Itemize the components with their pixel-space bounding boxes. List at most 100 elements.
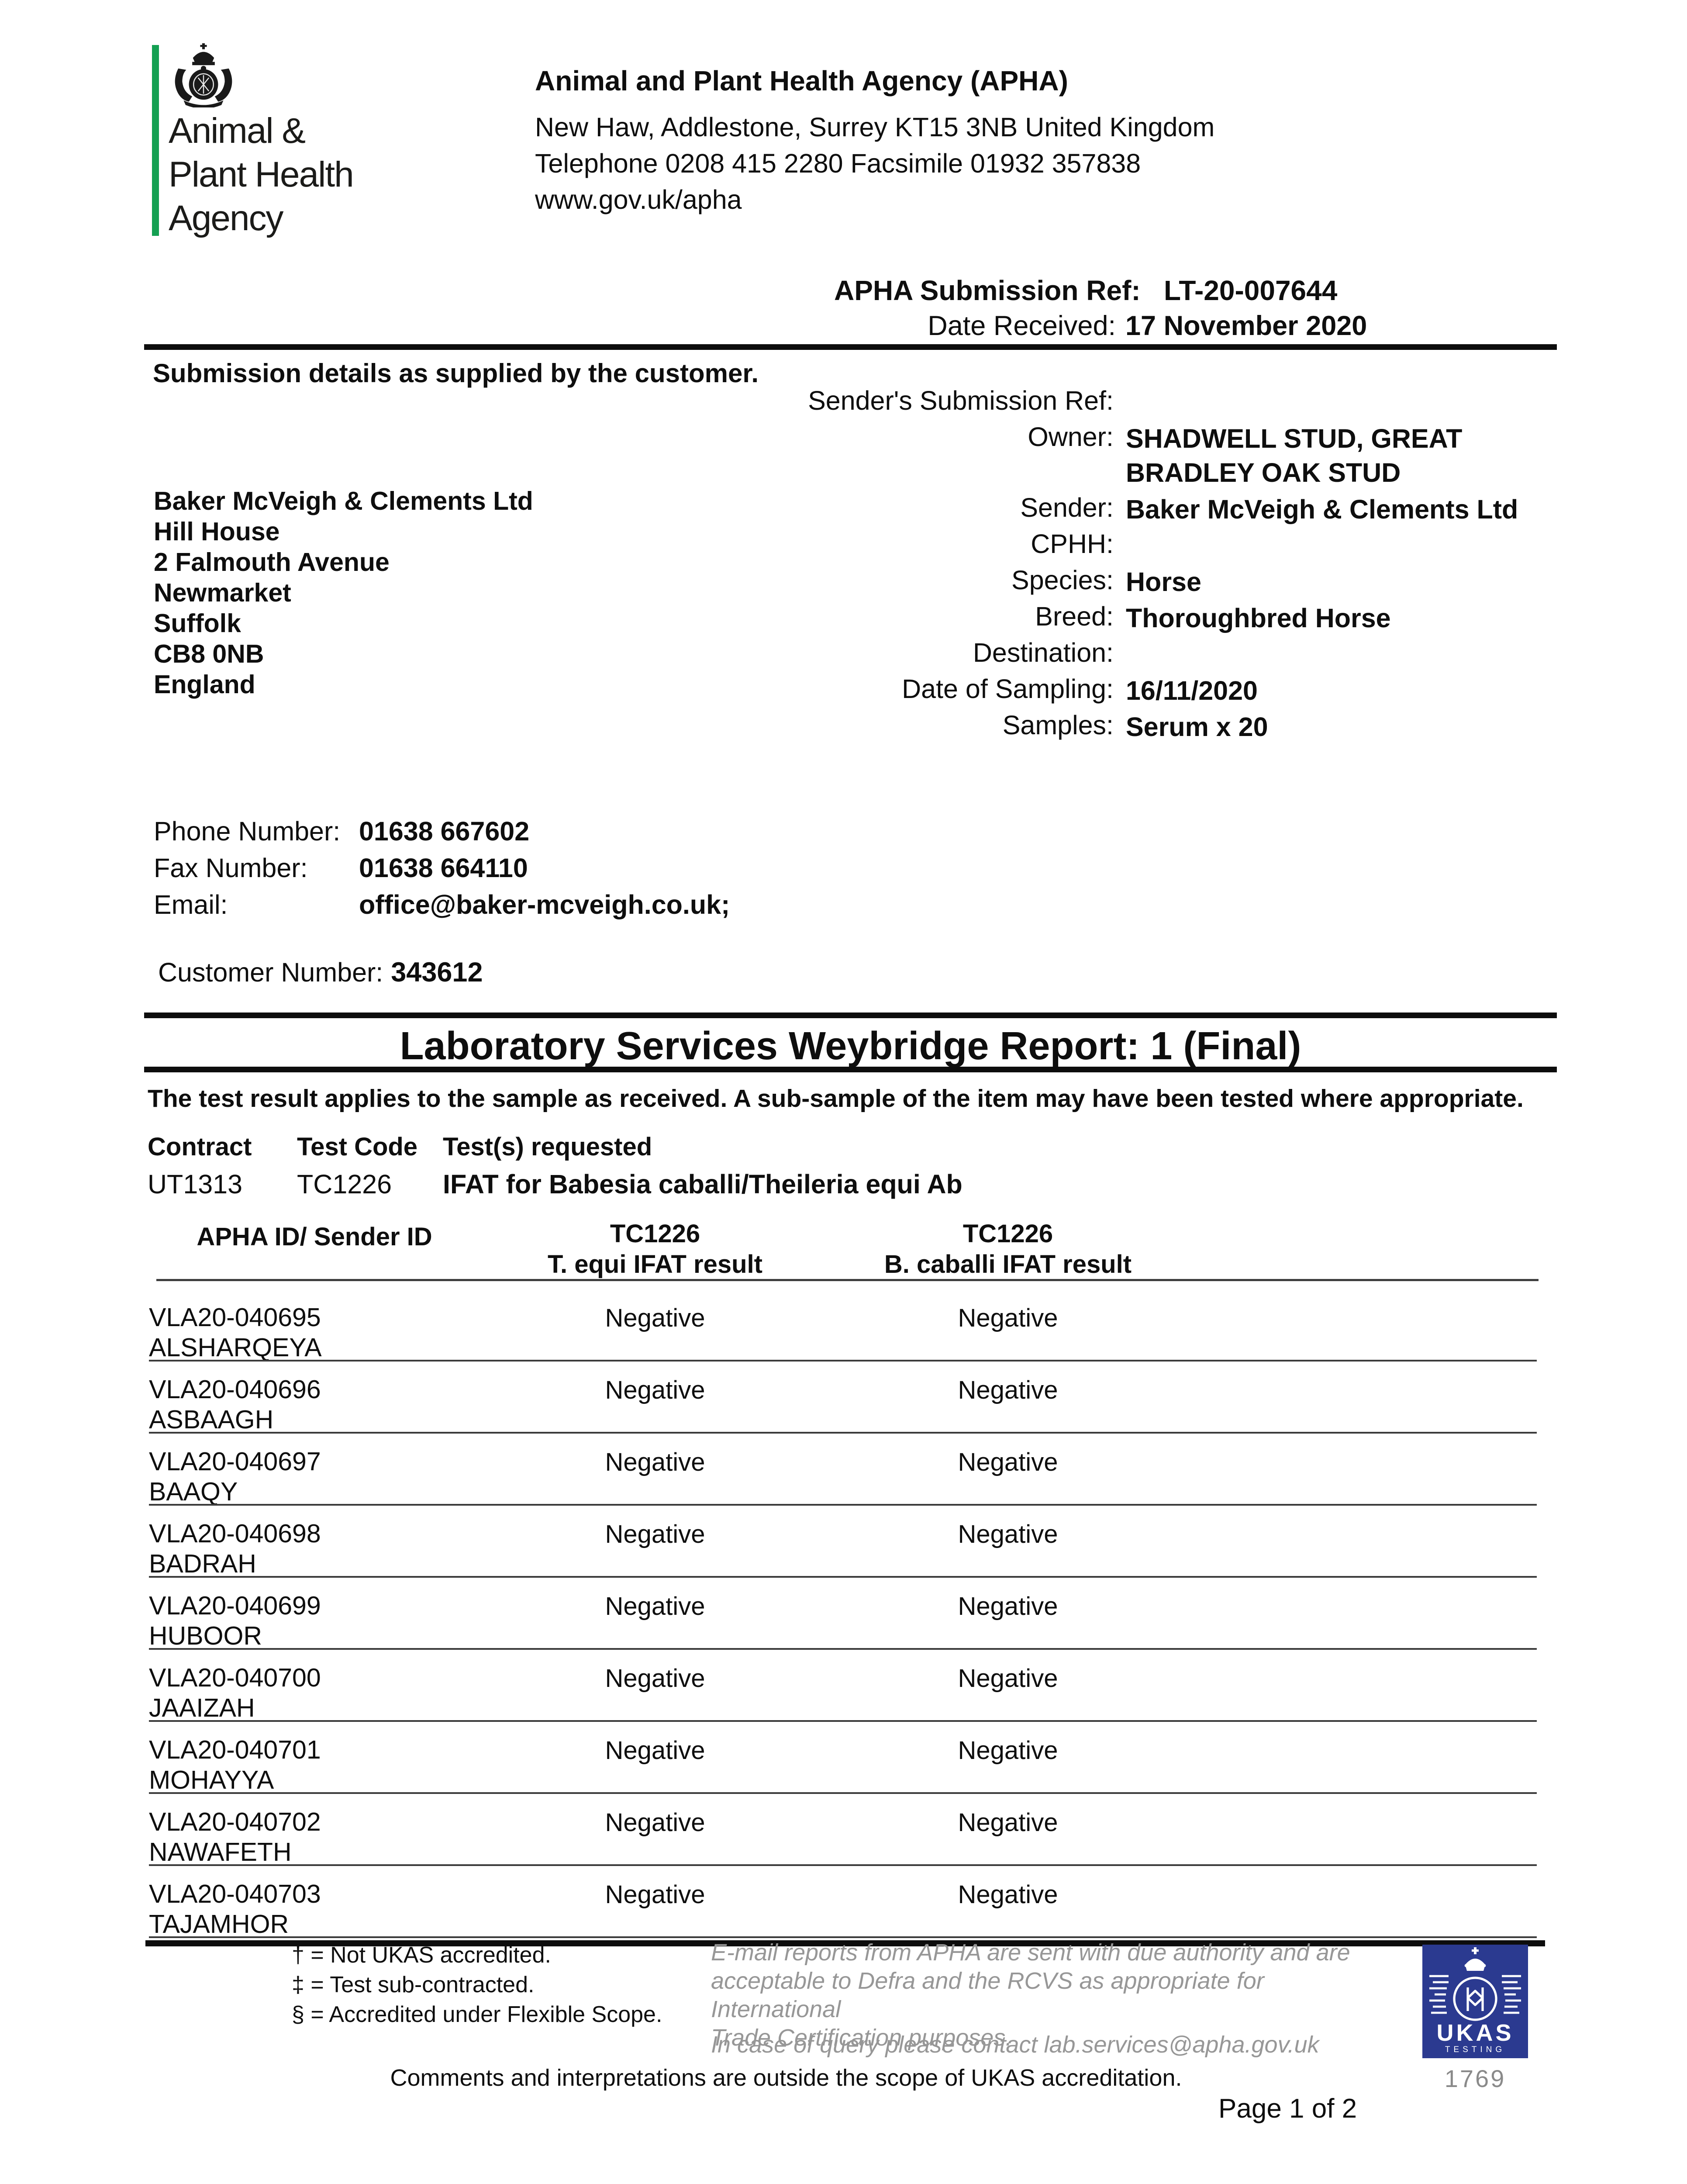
apha-id-cell: VLA20-040695 xyxy=(149,1303,321,1332)
sender-id-cell: NAWAFETH xyxy=(149,1838,292,1866)
t-equi-result-cell: Negative xyxy=(605,1736,705,1765)
contact-row: Email: office@baker-mcveigh.co.uk; xyxy=(154,889,730,926)
row-divider xyxy=(149,1432,1537,1434)
detail-value: Serum x 20 xyxy=(1126,712,1268,742)
table-row: VLA20-040696 ASBAAGH Negative Negative xyxy=(0,1375,1687,1447)
report-title: Laboratory Services Weybridge Report: 1 … xyxy=(400,1024,1301,1068)
date-received-line: Date Received: 17 November 2020 xyxy=(834,310,1367,342)
row-divider xyxy=(149,1576,1537,1578)
submission-ref-value: LT-20-007644 xyxy=(1164,275,1338,306)
detail-label: Species: xyxy=(1011,565,1114,595)
submission-detail-row: Sender: Baker McVeigh & Clements Ltd xyxy=(393,492,1572,529)
customer-address-line: England xyxy=(154,670,255,699)
customer-number-line: Customer Number: 343612 xyxy=(158,957,483,988)
table-row: VLA20-040697 BAAQY Negative Negative xyxy=(0,1447,1687,1519)
contact-label: Email: xyxy=(154,890,228,919)
row-divider xyxy=(149,1864,1537,1866)
b-caballi-result-cell: Negative xyxy=(958,1592,1058,1621)
submission-ref-label: APHA Submission Ref: xyxy=(834,275,1141,306)
t-equi-result-cell: Negative xyxy=(605,1376,705,1404)
b-caballi-result-cell: Negative xyxy=(958,1448,1058,1476)
customer-address-line: Suffolk xyxy=(154,609,241,638)
b-caballi-result-cell: Negative xyxy=(958,1736,1058,1765)
divider-top xyxy=(144,344,1557,350)
tests-requested-header: Test(s) requested xyxy=(443,1133,652,1161)
agency-phone-line: Telephone 0208 415 2280 Facsimile 01932 … xyxy=(535,149,1141,178)
b-caballi-result-cell: Negative xyxy=(958,1304,1058,1332)
customer-address-line: Newmarket xyxy=(154,578,291,607)
table-row: VLA20-040703 TAJAMHOR Negative Negative xyxy=(0,1879,1687,1951)
apha-logo-wordmark: Animal & Plant Health Agency xyxy=(169,109,354,240)
row-divider xyxy=(149,1360,1537,1362)
submission-detail-row: Samples: Serum x 20 xyxy=(393,710,1572,746)
contact-value: office@baker-mcveigh.co.uk; xyxy=(359,890,730,919)
contact-row: Phone Number: 01638 667602 xyxy=(154,816,730,853)
tests-requested-value: IFAT for Babesia caballi/Theileria equi … xyxy=(443,1169,963,1199)
row-divider xyxy=(149,1504,1537,1506)
contact-label: Phone Number: xyxy=(154,816,341,846)
sender-id-cell: BADRAH xyxy=(149,1549,256,1578)
divider-title-bottom xyxy=(144,1067,1557,1072)
apha-id-cell: VLA20-040696 xyxy=(149,1375,321,1404)
table-row: VLA20-040698 BADRAH Negative Negative xyxy=(0,1519,1687,1591)
date-received-value: 17 November 2020 xyxy=(1125,311,1367,341)
sender-id-cell: BAAQY xyxy=(149,1477,238,1506)
contact-value: 01638 664110 xyxy=(359,853,528,883)
email-notice: E-mail reports from APHA are sent with d… xyxy=(711,1939,1375,2052)
b-caballi-result-cell: Negative xyxy=(958,1664,1058,1693)
customer-number-value: 343612 xyxy=(391,957,483,988)
t-equi-result-cell: Negative xyxy=(605,1664,705,1693)
test-code-header: Test Code xyxy=(297,1133,418,1161)
table-header-rule xyxy=(156,1279,1539,1281)
t-equi-result-cell: Negative xyxy=(605,1520,705,1548)
apha-id-cell: VLA20-040702 xyxy=(149,1807,321,1836)
detail-label: Breed: xyxy=(1035,601,1114,631)
email-notice-line: acceptable to Defra and the RCVS as appr… xyxy=(711,1968,1264,2022)
submission-ref-line: APHA Submission Ref: LT-20-007644 xyxy=(834,274,1337,307)
page-number: Page 1 of 2 xyxy=(1218,2094,1357,2124)
customer-address-line: 2 Falmouth Avenue xyxy=(154,548,390,577)
table-header-b-caballi-code: TC1226 xyxy=(963,1220,1053,1248)
submission-detail-row: Sender's Submission Ref: xyxy=(393,385,1572,422)
submission-detail-row: Species: Horse xyxy=(393,565,1572,601)
email-notice-line: Trade Certification purposes. xyxy=(711,2025,1012,2051)
apha-id-cell: VLA20-040699 xyxy=(149,1591,321,1620)
t-equi-result-cell: Negative xyxy=(605,1448,705,1476)
logo-line-2: Plant Health xyxy=(169,155,354,194)
submission-detail-row: Destination: xyxy=(393,637,1572,674)
ukas-accreditation-number: 1769 xyxy=(1444,2065,1506,2092)
detail-label: Destination: xyxy=(973,638,1114,667)
apha-id-cell: VLA20-040703 xyxy=(149,1880,321,1908)
sender-id-cell: TAJAMHOR xyxy=(149,1910,289,1939)
table-row: VLA20-040702 NAWAFETH Negative Negative xyxy=(0,1807,1687,1879)
sender-id-cell: ASBAAGH xyxy=(149,1405,274,1434)
legend-line: † = Not UKAS accredited. xyxy=(292,1942,551,1968)
submission-detail-row: CPHH: xyxy=(393,529,1572,565)
accreditation-legend: † = Not UKAS accredited. ‡ = Test sub-con… xyxy=(292,1940,662,2029)
legend-line: § = Accredited under Flexible Scope. xyxy=(292,2002,662,2027)
sender-id-cell: JAAIZAH xyxy=(149,1693,255,1722)
detail-value: Baker McVeigh & Clements Ltd xyxy=(1126,494,1518,524)
detail-value: 16/11/2020 xyxy=(1126,676,1258,705)
royal-crest-icon xyxy=(175,43,232,107)
row-divider xyxy=(149,1720,1537,1722)
detail-label: CPHH: xyxy=(1031,529,1114,559)
table-bottom-rule xyxy=(145,1940,1545,1946)
agency-website: www.gov.uk/apha xyxy=(535,185,742,214)
t-equi-result-cell: Negative xyxy=(605,1808,705,1837)
detail-label: Owner: xyxy=(1028,422,1114,452)
customer-address-line: CB8 0NB xyxy=(154,639,264,668)
t-equi-result-cell: Negative xyxy=(605,1304,705,1332)
agency-address-line: New Haw, Addlestone, Surrey KT15 3NB Uni… xyxy=(535,112,1215,142)
test-code-value: TC1226 xyxy=(297,1169,392,1199)
legend-line: ‡ = Test sub-contracted. xyxy=(292,1972,535,1997)
table-row: VLA20-040695 ALSHARQEYA Negative Negativ… xyxy=(0,1303,1687,1375)
apha-id-cell: VLA20-040700 xyxy=(149,1663,321,1692)
comments-note: Comments and interpretations are outside… xyxy=(390,2065,1182,2091)
ukas-wordmark: UKAS xyxy=(1436,2020,1514,2046)
date-received-label: Date Received: xyxy=(928,311,1116,341)
table-header-t-equi: TC1226 T. equi IFAT result xyxy=(520,1219,790,1280)
detail-label: Date of Sampling: xyxy=(902,674,1114,704)
ukas-testing-logo: UKAS TESTING xyxy=(1422,1945,1528,2058)
customer-address-block: Baker McVeigh & Clements Ltd Hill House 2 … xyxy=(154,486,533,700)
